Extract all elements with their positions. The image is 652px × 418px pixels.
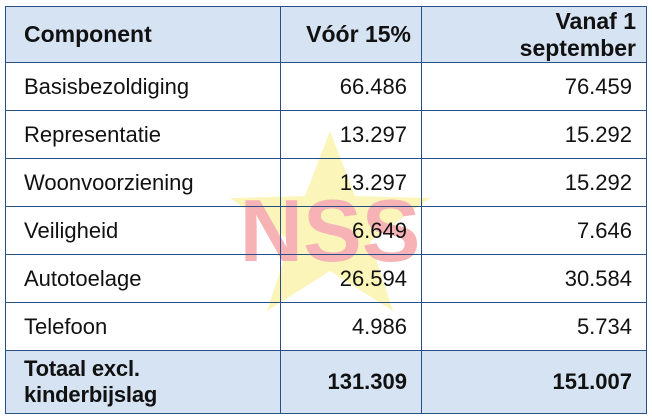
row-component: Woonvoorziening xyxy=(5,158,281,207)
row-before-value: 6.649 xyxy=(280,206,422,255)
row-after-value: 7.646 xyxy=(421,206,647,255)
row-component: Telefoon xyxy=(5,302,281,351)
row-after-value: 15.292 xyxy=(421,110,647,159)
table-row: Representatie 13.297 15.292 xyxy=(5,110,647,159)
row-component: Basisbezoldiging xyxy=(5,62,281,111)
row-before-value: 13.297 xyxy=(280,158,422,207)
table-row: Veiligheid 6.649 7.646 xyxy=(5,206,647,255)
row-component: Veiligheid xyxy=(5,206,281,255)
table-row: Telefoon 4.986 5.734 xyxy=(5,302,647,351)
row-after-value: 76.459 xyxy=(421,62,647,111)
total-label: Totaal excl. kinderbijslag xyxy=(5,350,281,414)
total-after-value: 151.007 xyxy=(421,350,647,414)
table-row: Basisbezoldiging 66.486 76.459 xyxy=(5,62,647,111)
row-after-value: 30.584 xyxy=(421,254,647,303)
row-before-value: 4.986 xyxy=(280,302,422,351)
salary-table: Component Vóór 15% Vanaf 1 september Bas… xyxy=(5,6,647,414)
header-after: Vanaf 1 september xyxy=(421,6,647,63)
row-before-value: 13.297 xyxy=(280,110,422,159)
table-row: Autotoelage 26.594 30.584 xyxy=(5,254,647,303)
row-after-value: 15.292 xyxy=(421,158,647,207)
header-row: Component Vóór 15% Vanaf 1 september xyxy=(5,6,647,63)
header-component: Component xyxy=(5,6,281,63)
table-row: Woonvoorziening 13.297 15.292 xyxy=(5,158,647,207)
row-component: Autotoelage xyxy=(5,254,281,303)
header-before: Vóór 15% xyxy=(280,6,422,63)
row-before-value: 26.594 xyxy=(280,254,422,303)
total-before-value: 131.309 xyxy=(280,350,422,414)
row-component: Representatie xyxy=(5,110,281,159)
salary-table-container: NSS Component Vóór 15% Vanaf 1 september… xyxy=(5,6,647,414)
row-before-value: 66.486 xyxy=(280,62,422,111)
total-row: Totaal excl. kinderbijslag 131.309 151.0… xyxy=(5,350,647,414)
row-after-value: 5.734 xyxy=(421,302,647,351)
